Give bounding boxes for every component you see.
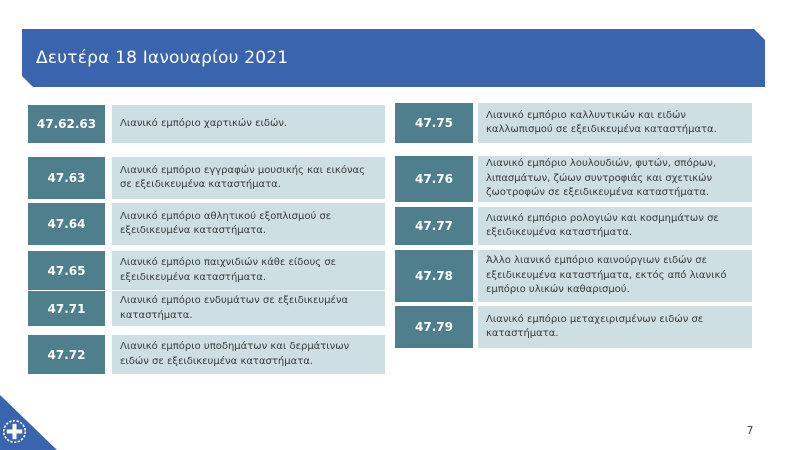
category-description: Λιανικό εμπόριο ενδυμάτων σε εξειδικευμέ… xyxy=(112,291,385,326)
category-description: Λιανικό εμπόριο χαρτικών ειδών. xyxy=(112,105,385,143)
category-code-badge: 47.76 xyxy=(395,156,473,202)
category-row: 47.78 Άλλο λιανικό εμπόριο καινούργιων ε… xyxy=(395,250,752,302)
slide-title: Δευτέρα 18 Ιανουαρίου 2021 xyxy=(36,48,289,68)
category-code-badge: 47.77 xyxy=(395,207,473,245)
category-description: Λιανικό εμπόριο ρολογιών και κοσμημάτων … xyxy=(478,207,752,245)
category-code-badge: 47.78 xyxy=(395,250,473,302)
category-description: Λιανικό εμπόριο υποδημάτων και δερμάτινω… xyxy=(112,335,385,374)
category-row: 47.75 Λιανικό εμπόριο καλλυντικών και ει… xyxy=(395,103,752,143)
category-description: Λιανικό εμπόριο μεταχειρισμένων ειδών σε… xyxy=(478,306,752,348)
category-row: 47.62.63 Λιανικό εμπόριο χαρτικών ειδών. xyxy=(28,105,385,143)
category-code-badge: 47.62.63 xyxy=(28,105,105,143)
category-row: 47.72 Λιανικό εμπόριο υποδημάτων και δερ… xyxy=(28,335,385,374)
category-row: 47.79 Λιανικό εμπόριο μεταχειρισμένων ει… xyxy=(395,306,752,348)
category-row: 47.65 Λιανικό εμπόριο παιχνιδιών κάθε εί… xyxy=(28,251,385,290)
category-description: Λιανικό εμπόριο παιχνιδιών κάθε είδους σ… xyxy=(112,251,385,290)
category-code-badge: 47.64 xyxy=(28,203,105,245)
category-description: Λιανικό εμπόριο αθλητικού εξοπλισμού σε … xyxy=(112,203,385,245)
category-description: Λιανικό εμπόριο εγγραφών μουσικής και ει… xyxy=(112,157,385,199)
slide-header: Δευτέρα 18 Ιανουαρίου 2021 xyxy=(22,29,765,87)
category-code-badge: 47.72 xyxy=(28,335,105,374)
greek-government-emblem-icon xyxy=(2,419,27,444)
category-description: Λιανικό εμπόριο λουλουδιών, φυτών, σπόρω… xyxy=(478,156,752,202)
category-code-badge: 47.63 xyxy=(28,157,105,199)
category-description: Άλλο λιανικό εμπόριο καινούργιων ειδών σ… xyxy=(478,250,752,302)
category-row: 47.77 Λιανικό εμπόριο ρολογιών και κοσμη… xyxy=(395,207,752,245)
page-number: 7 xyxy=(746,424,754,437)
category-code-badge: 47.71 xyxy=(28,291,105,326)
category-row: 47.63 Λιανικό εμπόριο εγγραφών μουσικής … xyxy=(28,157,385,199)
category-code-badge: 47.79 xyxy=(395,306,473,348)
category-code-badge: 47.75 xyxy=(395,103,473,143)
category-description: Λιανικό εμπόριο καλλυντικών και ειδών κα… xyxy=(478,103,752,143)
category-row: 47.71 Λιανικό εμπόριο ενδυμάτων σε εξειδ… xyxy=(28,291,385,326)
category-row: 47.64 Λιανικό εμπόριο αθλητικού εξοπλισμ… xyxy=(28,203,385,245)
category-row: 47.76 Λιανικό εμπόριο λουλουδιών, φυτών,… xyxy=(395,156,752,202)
category-code-badge: 47.65 xyxy=(28,251,105,290)
